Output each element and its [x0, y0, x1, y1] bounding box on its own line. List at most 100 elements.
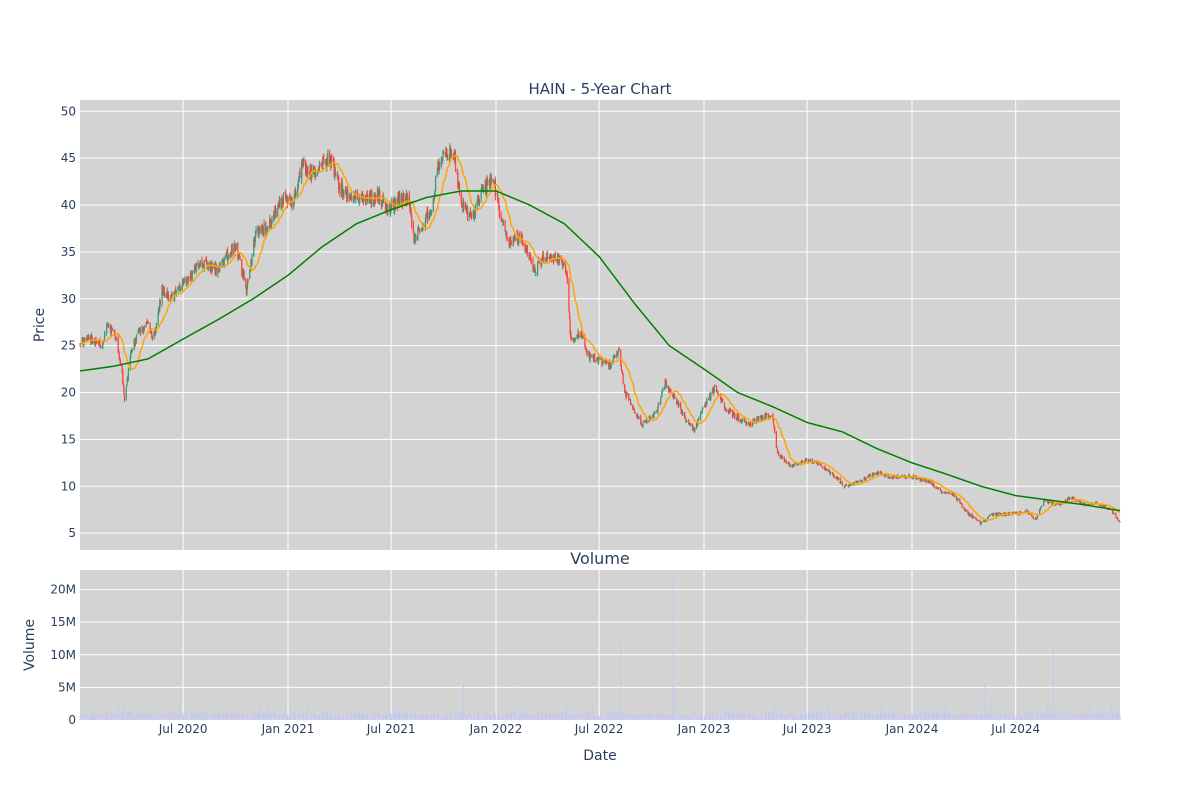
volume-bar: [756, 715, 758, 720]
volume-bar: [897, 712, 899, 720]
volume-bar: [724, 711, 726, 720]
volume-bar: [428, 716, 430, 720]
volume-bar: [876, 715, 878, 720]
candle-body: [327, 152, 329, 165]
volume-bar: [742, 714, 744, 720]
volume-bar: [1108, 713, 1110, 720]
volume-bar: [530, 713, 532, 720]
volume-bar: [561, 716, 563, 720]
candle-body: [578, 332, 580, 336]
volume-bar: [1075, 717, 1077, 720]
candle-body: [1028, 513, 1030, 515]
candle-body: [976, 519, 978, 521]
volume-bar: [481, 715, 483, 720]
volume-bar: [1096, 711, 1098, 720]
volume-bar: [737, 713, 739, 720]
candle-body: [884, 475, 886, 477]
volume-bar: [435, 716, 437, 720]
volume-bar: [275, 715, 277, 720]
volume-bar: [981, 714, 983, 720]
volume-bar: [947, 715, 949, 720]
candle-body: [817, 462, 820, 465]
candle-body: [122, 383, 124, 386]
volume-bar: [708, 712, 710, 720]
candle-body: [442, 150, 444, 158]
candle-body: [570, 336, 572, 340]
volume-bar: [490, 715, 492, 720]
volume-bar: [496, 713, 498, 720]
volume-bar: [492, 716, 494, 720]
candle-body: [130, 350, 132, 353]
volume-bar: [114, 715, 116, 720]
candle-body: [233, 247, 235, 255]
candle-body: [719, 395, 722, 399]
volume-bar: [166, 717, 168, 720]
volume-bar: [410, 713, 412, 720]
candle-body: [560, 258, 563, 260]
volume-bar: [127, 707, 129, 720]
volume-bar: [839, 715, 841, 720]
volume-bar: [1067, 717, 1069, 720]
volume-bar: [162, 714, 164, 720]
chart-title: HAIN - 5-Year Chart: [528, 80, 671, 98]
volume-bar: [303, 714, 305, 720]
volume-bar: [338, 712, 340, 720]
volume-bar: [959, 714, 961, 720]
volume-bar: [565, 715, 567, 720]
candle-body: [949, 493, 951, 495]
candle-body: [193, 271, 195, 273]
volume-bar: [546, 715, 548, 720]
volume-bar: [167, 713, 169, 720]
volume-bar: [544, 715, 546, 720]
candle-body: [209, 269, 212, 271]
volume-bar: [115, 715, 117, 720]
volume-bar: [717, 715, 719, 720]
x-tick-label: Jan 2023: [677, 722, 731, 736]
candle-body: [824, 466, 826, 470]
short-moving-average-line: [79, 154, 1121, 521]
volume-bar: [728, 712, 730, 720]
volume-bar: [614, 712, 616, 720]
candle-body: [1066, 498, 1069, 502]
candle-body: [449, 147, 451, 162]
candle-body: [197, 263, 199, 267]
volume-bar: [241, 713, 243, 720]
candle-body: [147, 323, 149, 324]
volume-bar: [584, 712, 586, 720]
volume-bar: [92, 706, 94, 720]
candle-body: [1060, 503, 1062, 506]
volume-bar: [648, 716, 650, 720]
candle-body: [375, 194, 377, 198]
candle-body: [118, 351, 120, 353]
candle-body: [421, 231, 423, 233]
volume-bar: [880, 713, 882, 720]
candle-body: [783, 457, 785, 462]
candle-body: [177, 287, 179, 292]
volume-bar: [940, 716, 942, 720]
volume-bar: [840, 714, 842, 720]
candle-body: [548, 257, 550, 259]
volume-bar: [897, 714, 899, 720]
candle-body: [645, 421, 647, 423]
volume-bar: [191, 712, 193, 720]
volume-bar: [1108, 713, 1110, 720]
volume-bar: [1098, 715, 1100, 720]
candle-body: [847, 485, 849, 487]
volume-bar: [928, 716, 930, 720]
volume-bar: [514, 687, 516, 720]
candle-body: [492, 178, 494, 182]
volume-bar: [429, 715, 431, 720]
volume-bar: [633, 717, 635, 720]
volume-bar: [163, 716, 165, 720]
candle-body: [175, 291, 177, 295]
volume-bar: [616, 717, 618, 720]
candle-body: [431, 210, 433, 214]
candle-body: [247, 280, 249, 282]
candle-body: [545, 258, 547, 260]
volume-bar: [1095, 712, 1097, 720]
volume-bar: [949, 715, 951, 720]
volume-bar: [370, 716, 372, 720]
volume-bar: [422, 714, 424, 720]
volume-bar: [937, 715, 939, 720]
volume-bar: [237, 716, 239, 720]
